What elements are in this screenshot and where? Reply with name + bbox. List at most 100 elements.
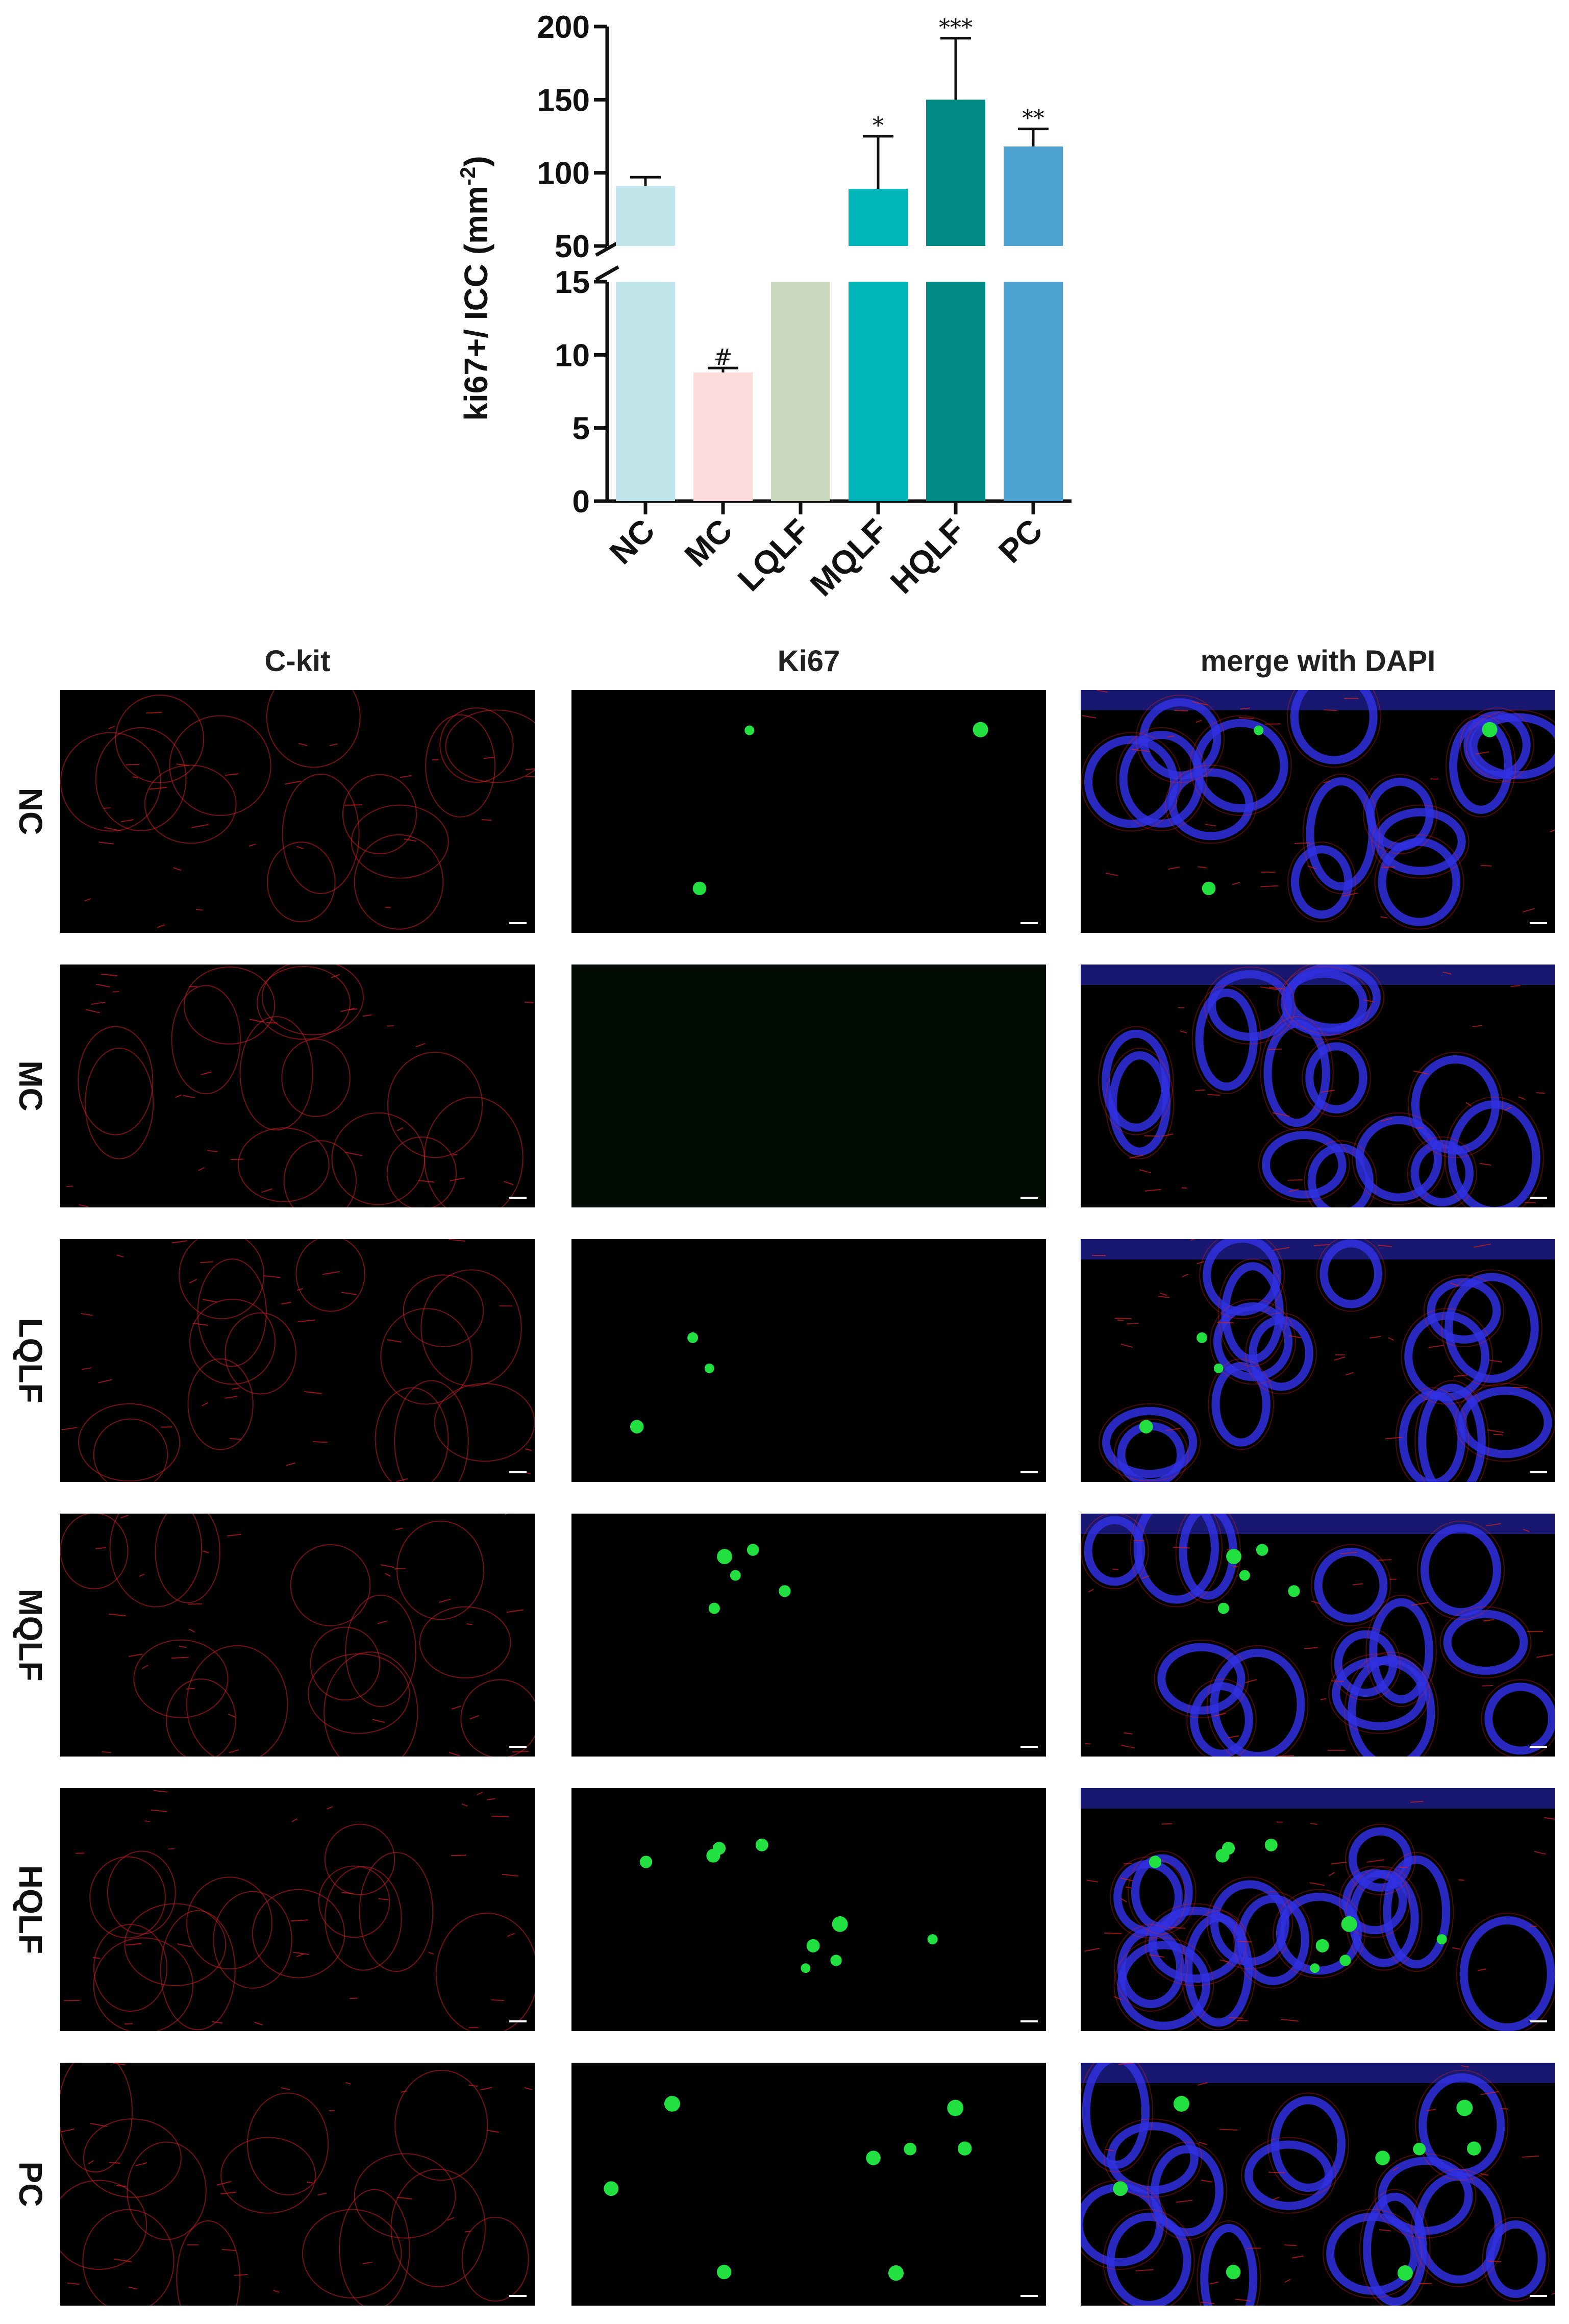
- ckit-fiber: [397, 1127, 404, 1131]
- ckit-fiber: [1217, 1321, 1234, 1324]
- ckit-fiber: [192, 1323, 209, 1326]
- ckit-fiber: [1480, 1163, 1491, 1166]
- ckit-signal: [256, 966, 351, 1040]
- ckit-fiber: [1084, 1947, 1100, 1952]
- ckit-fiber: [1197, 1261, 1205, 1265]
- ckit-fiber: [449, 1752, 460, 1757]
- ckit-fiber: [188, 1628, 195, 1633]
- ckit-fiber: [1331, 1861, 1347, 1865]
- ki67-positive-cell: [1375, 2150, 1390, 2165]
- row-label-pc: PC: [12, 2161, 49, 2207]
- ckit-fiber: [1550, 829, 1555, 833]
- ckit-signal: [60, 732, 161, 832]
- x-tick-label: LQLF: [731, 512, 817, 598]
- ckit-signal: [220, 2137, 316, 2214]
- ckit-fiber: [387, 1339, 402, 1343]
- ckit-fiber: [329, 743, 338, 747]
- ckit-fiber: [263, 1275, 280, 1278]
- ckit-fiber: [1489, 1359, 1503, 1363]
- ckit-signal: [1395, 1387, 1470, 1482]
- ckit-fiber: [297, 1319, 315, 1323]
- row-label-mqlf: MQLF: [12, 1589, 49, 1682]
- ckit-fiber: [1442, 971, 1452, 975]
- ckit-fiber: [439, 1598, 451, 1603]
- column-header-0: C-kit: [264, 645, 331, 678]
- ckit-signal: [1439, 1606, 1532, 1678]
- nucleus-ring: [1307, 1144, 1374, 1207]
- scale-bar: [1020, 922, 1038, 924]
- ckit-fiber: [1159, 1292, 1167, 1296]
- ki67-positive-cell: [755, 1838, 768, 1851]
- ckit-fiber: [227, 1534, 241, 1537]
- ckit-signal: [1304, 1140, 1377, 1207]
- ckit-fiber: [1260, 885, 1278, 887]
- ckit-fiber: [126, 1943, 142, 1946]
- ckit-signal: [1204, 967, 1296, 1045]
- ckit-fiber: [91, 1001, 106, 1005]
- ckit-signal: [1460, 707, 1534, 783]
- micrograph-ki67-hqlf: [571, 1788, 1046, 2031]
- x-tick-label: PC: [991, 512, 1050, 570]
- ckit-signal: [1208, 1358, 1274, 1450]
- micrograph-ckit-hqlf: [60, 1788, 535, 2031]
- ckit-signal: [1454, 1383, 1555, 1462]
- ckit-signal: [127, 2141, 207, 2240]
- ki67-positive-cell: [692, 881, 707, 896]
- nucleus-ring: [1369, 1598, 1433, 1704]
- ckit-fiber: [1309, 1882, 1325, 1886]
- ki67-positive-cell: [1413, 2142, 1426, 2156]
- ckit-signal: [133, 1639, 229, 1718]
- micrograph-ki67-pc: [571, 2063, 1046, 2306]
- row-label-mc: MC: [12, 1060, 49, 1111]
- column-header-1: Ki67: [777, 645, 840, 678]
- row-label-nc: NC: [12, 787, 49, 835]
- ckit-fiber: [1475, 751, 1489, 755]
- micrograph-ckit-pc: [60, 2063, 535, 2306]
- ckit-fiber: [1209, 2281, 1218, 2285]
- ckit-signal: [282, 774, 360, 894]
- ckit-fiber: [1232, 882, 1240, 885]
- ckit-fiber: [1118, 2063, 1134, 2065]
- ki67-positive-cell: [947, 2099, 964, 2116]
- ckit-fiber: [461, 1803, 468, 1807]
- nucleus-ring: [1463, 711, 1531, 779]
- ckit-fiber: [1342, 893, 1358, 897]
- nucleus-ring: [1305, 1042, 1367, 1114]
- micrograph-ckit-lqlf: [60, 1239, 535, 1482]
- ckit-fiber: [296, 1953, 305, 1958]
- ckit-fiber: [286, 1462, 295, 1466]
- nucleus-ring: [1117, 1941, 1211, 2030]
- nucleus-ring: [1459, 1916, 1555, 2031]
- ki67-positive-cell: [1264, 1838, 1278, 1851]
- ckit-signal: [171, 985, 241, 1095]
- ckit-signal: [186, 1876, 272, 1970]
- ckit-fiber: [297, 1288, 303, 1291]
- ckit-signal: [394, 1380, 469, 1482]
- micrograph-merge-hqlf: [1081, 1788, 1555, 2031]
- ckit-fiber: [225, 773, 239, 776]
- ckit-fiber: [1518, 1096, 1526, 1100]
- ckit-fiber: [1120, 1877, 1133, 1882]
- ckit-fiber: [1190, 1239, 1195, 1241]
- ckit-fiber: [248, 844, 256, 847]
- ckit-fiber: [1331, 1680, 1344, 1683]
- ckit-fiber: [1522, 2155, 1539, 2158]
- chart-axes: [595, 27, 1072, 503]
- ckit-fiber: [1313, 1244, 1330, 1246]
- ckit-signal: [281, 1039, 351, 1117]
- y-axis-label-superscript: -2: [456, 167, 480, 186]
- ki67-positive-cell: [1456, 2099, 1473, 2116]
- ckit-fiber: [67, 2282, 80, 2285]
- micrograph-merge-mqlf: [1081, 1514, 1555, 1757]
- ckit-signal: [354, 834, 444, 930]
- significance-label: **: [1022, 106, 1044, 132]
- nucleus-ring: [1082, 2063, 1150, 2169]
- ki67-positive-cell: [1202, 881, 1216, 896]
- ckit-signal: [266, 842, 336, 923]
- nucleus-ring: [1443, 1610, 1528, 1675]
- y-lower-tick-label: 15: [555, 265, 590, 300]
- ckit-fiber: [1196, 720, 1202, 723]
- ckit-fiber: [1205, 824, 1216, 827]
- ki67-positive-cell: [1139, 1420, 1153, 1433]
